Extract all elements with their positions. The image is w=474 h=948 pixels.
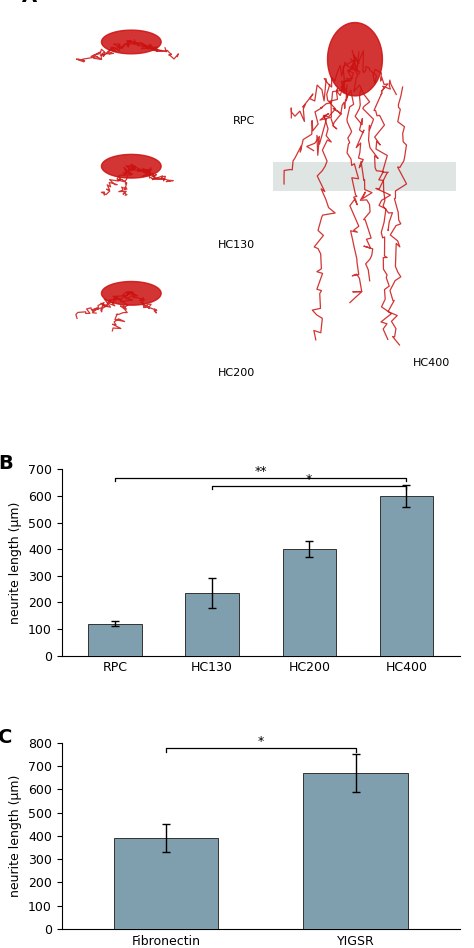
Text: a: a (70, 20, 77, 29)
Polygon shape (328, 23, 383, 96)
Text: c: c (70, 271, 76, 281)
Bar (273, 162, 456, 191)
Text: HC200: HC200 (218, 368, 255, 377)
Bar (88, 624, 142, 656)
Y-axis label: neurite length (μm): neurite length (μm) (9, 775, 22, 897)
Text: RPC: RPC (232, 117, 255, 126)
Bar (303, 773, 408, 929)
Text: d: d (280, 37, 288, 47)
Bar (283, 549, 336, 656)
Text: **: ** (255, 465, 267, 478)
Text: b: b (70, 144, 77, 154)
Text: C: C (0, 728, 12, 747)
Text: B: B (0, 454, 13, 473)
Polygon shape (101, 282, 161, 305)
Bar (185, 593, 239, 656)
Text: *: * (257, 735, 264, 748)
Polygon shape (101, 155, 161, 178)
Text: HC400: HC400 (413, 357, 450, 368)
Y-axis label: neurite length (μm): neurite length (μm) (9, 501, 22, 624)
Text: *: * (306, 472, 312, 485)
Bar (114, 838, 218, 929)
Text: A: A (22, 0, 37, 6)
Polygon shape (101, 30, 161, 54)
Text: HC130: HC130 (218, 241, 255, 250)
Bar (380, 496, 433, 656)
